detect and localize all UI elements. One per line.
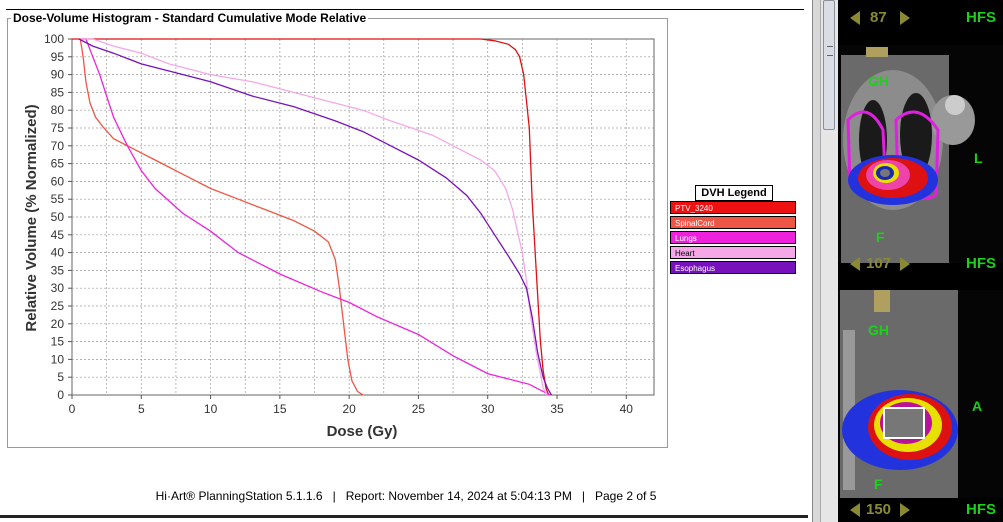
chart-grid [71,38,655,396]
prev-slice-icon[interactable] [850,11,860,25]
label-l: L [974,150,983,166]
report-footer: Hi·Art® PlanningStation 5.1.1.6 | Report… [0,489,812,503]
prev-slice-icon[interactable] [850,257,860,271]
chart-axes: 0 5 10 15 20 25 30 35 40 0 5 10 15 20 25 30 35 40 45 50 55 60… [44,32,633,416]
y-tick-label: 60 [51,174,65,188]
x-axis-label: Dose (Gy) [327,423,398,440]
footer-separator: | [581,489,585,503]
legend-item-lungs[interactable]: Lungs [670,231,796,244]
slice-number-bottom: 150 [866,501,892,518]
slice-number-top: 87 [870,9,887,26]
dvh-report-page: Dose-Volume Histogram - Standard Cumulat… [0,9,812,518]
vertical-scrollbar[interactable] [820,0,838,522]
orientation-label-mid: HFS [966,255,996,272]
y-tick-label: 70 [51,139,65,153]
x-tick-label: 35 [550,402,564,416]
legend-item-label: Heart [675,249,695,258]
viewer-header-bottom: 150 HFS [838,498,1003,522]
splitter-bar[interactable] [812,0,821,522]
slice-number-mid: 107 [866,255,892,272]
label-f-top: F [876,229,885,245]
x-tick-label: 20 [342,402,356,416]
next-slice-icon[interactable] [900,257,910,271]
x-tick-label: 15 [273,402,287,416]
viewer-header-mid: 107 HFS [838,252,1003,274]
legend-item-label: Esophagus [675,264,716,273]
series-line-lungs [80,38,551,396]
y-tick-label: 35 [51,263,65,277]
y-tick-label: 20 [51,317,65,331]
label-a: A [972,398,983,414]
sagittal-ct-image [838,290,1003,498]
footer-page: Page 2 of 5 [595,489,657,503]
viewer-header-top: 87 HFS [838,0,1003,45]
legend-item-esophagus[interactable]: Esophagus [670,261,796,274]
y-tick-label: 55 [51,192,65,206]
series-line-esophagus [78,38,553,396]
coronal-ct-view[interactable]: GH L F [838,45,1003,263]
legend-item-label: PTV_3240 [675,204,713,213]
scrollbar-thumb[interactable] [823,0,835,130]
coronal-ct-image [838,45,1003,263]
next-slice-icon[interactable] [900,503,910,517]
x-tick-label: 5 [138,402,145,416]
next-slice-icon[interactable] [900,11,910,25]
series-line-ptv_3240 [72,38,550,396]
ct-image-viewer: 87 HFS GH L F 107 H [838,0,1003,522]
chart-series [72,38,553,396]
y-tick-label: 0 [57,388,64,402]
legend-item-label: Lungs [675,234,697,243]
legend-item-spinalcord[interactable]: SpinalCord [670,216,796,229]
y-tick-label: 75 [51,121,65,135]
legend-title: DVH Legend [695,185,773,201]
y-tick-label: 90 [51,68,65,82]
footer-product: Hi·Art® PlanningStation 5.1.1.6 [155,489,323,503]
y-axis-label: Relative Volume (% Normalized) [23,104,40,331]
y-tick-label: 10 [51,352,65,366]
y-tick-label: 15 [51,335,65,349]
footer-report-date: Report: November 14, 2024 at 5:04:13 PM [345,489,572,503]
panel-title: Dose-Volume Histogram - Standard Cumulat… [11,11,369,25]
y-tick-label: 85 [51,85,65,99]
label-gh-bottom: GH [868,322,889,338]
label-f-bottom: F [874,476,883,492]
y-tick-label: 30 [51,281,65,295]
x-tick-label: 10 [204,402,218,416]
y-tick-label: 80 [51,103,65,117]
orientation-label-top: HFS [966,9,996,26]
grip-icon [827,46,833,56]
label-gh-top: GH [868,73,889,89]
x-tick-label: 40 [620,402,634,416]
plot-area [71,38,655,396]
y-tick-label: 5 [57,370,64,384]
legend-item-label: SpinalCord [675,219,715,228]
y-tick-label: 25 [51,299,65,313]
legend-item-ptv[interactable]: PTV_3240 [670,201,796,214]
series-line-heart [78,38,548,396]
x-tick-label: 30 [481,402,495,416]
legend-item-heart[interactable]: Heart [670,246,796,259]
top-rule [6,9,804,10]
dvh-chart: 0 5 10 15 20 25 30 35 40 0 5 10 15 20 25 30 35 40 45 50 55 60… [23,32,655,440]
y-tick-label: 65 [51,157,65,171]
x-tick-label: 25 [412,402,426,416]
footer-separator: | [332,489,336,503]
y-tick-label: 45 [51,228,65,242]
bottom-rule [0,515,808,518]
x-tick-label: 0 [69,402,76,416]
y-tick-label: 95 [51,50,65,64]
y-tick-label: 100 [44,32,64,46]
sagittal-ct-view[interactable]: GH A F [838,290,1003,498]
y-tick-label: 50 [51,210,65,224]
series-line-spinalcord [79,38,364,396]
orientation-label-bottom: HFS [966,501,996,518]
y-tick-label: 40 [51,246,65,260]
prev-slice-icon[interactable] [850,503,860,517]
